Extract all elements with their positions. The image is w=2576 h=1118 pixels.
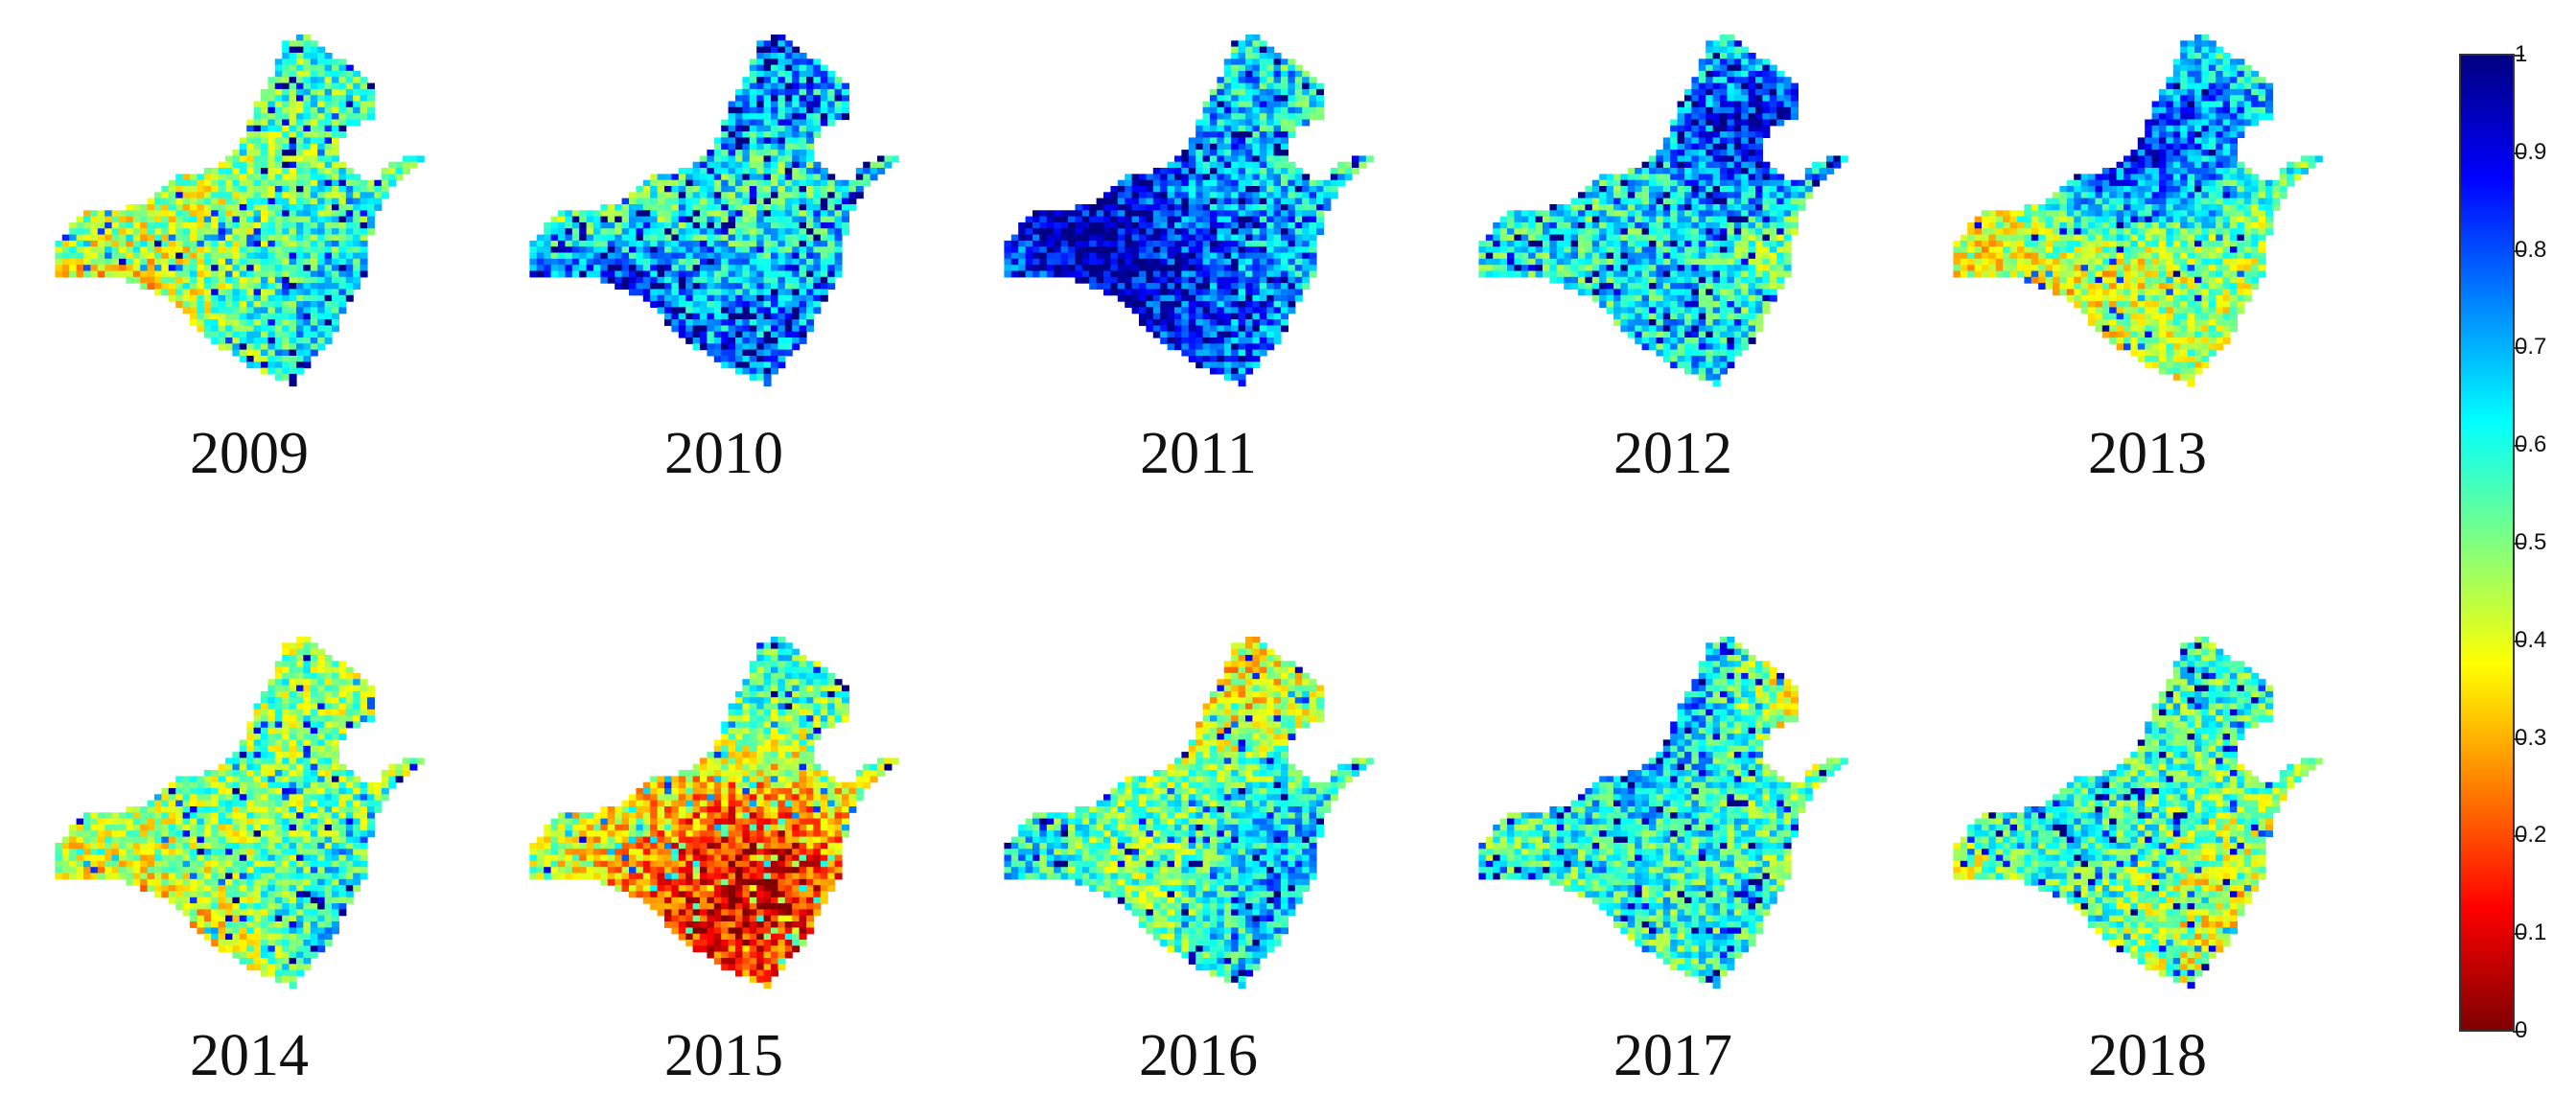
raster-cells (1004, 637, 1374, 990)
region-raster-map (1953, 35, 2323, 387)
map-panel-2016: 2016 (997, 631, 1400, 1088)
region-raster-map (1478, 35, 1848, 387)
colorbar-tick (2513, 151, 2524, 154)
raster-cells (1004, 35, 1374, 387)
region-raster-map (55, 35, 425, 387)
year-label: 2011 (1140, 421, 1257, 486)
colorbar-tick-label: 0.1 (2515, 920, 2547, 946)
colorbar-tick-label: 0 (2515, 1017, 2528, 1043)
year-label: 2014 (190, 1023, 309, 1088)
region-raster-map (1004, 637, 1374, 990)
region-raster-map (55, 637, 425, 990)
region-raster-map (529, 35, 899, 387)
map-panel-2017: 2017 (1472, 631, 1874, 1088)
region-raster-map (1004, 35, 1374, 387)
map-panel-2018: 2018 (1946, 631, 2349, 1088)
colorbar-tick-label: 0.6 (2515, 431, 2547, 458)
year-label: 2016 (1139, 1023, 1258, 1088)
map-panel-2009: 2009 (48, 29, 451, 486)
raster-cells (529, 35, 899, 387)
map-panel-2012: 2012 (1472, 29, 1874, 486)
map-panel-2014: 2014 (48, 631, 451, 1088)
year-label: 2013 (2088, 421, 2207, 486)
year-label: 2018 (2088, 1023, 2207, 1088)
raster-cells (1953, 35, 2323, 387)
colorbar-tick (2513, 445, 2524, 448)
colorbar: 1 0.9 0.8 0.7 0.6 0.5 0.4 0.3 0.2 0.1 0 (2459, 43, 2559, 1042)
colorbar-tick (2513, 543, 2524, 545)
region-raster-map (1478, 637, 1848, 990)
colorbar-tick-label: 1 (2515, 41, 2528, 67)
colorbar-tick (2513, 835, 2524, 838)
year-label: 2015 (664, 1023, 783, 1088)
year-label: 2010 (664, 421, 783, 486)
raster-cells (1478, 35, 1848, 387)
raster-cells (529, 637, 899, 990)
year-label: 2012 (1613, 421, 1732, 486)
map-panel-2011: 2011 (997, 29, 1400, 486)
map-panel-2015: 2015 (522, 631, 925, 1088)
colorbar-tick (2513, 1031, 2524, 1033)
raster-cells (55, 35, 425, 387)
colorbar-tick-label: 0.9 (2515, 138, 2547, 165)
raster-cells (1953, 637, 2323, 990)
raster-cells (55, 637, 425, 990)
year-label: 2009 (190, 421, 309, 486)
raster-cells (1478, 637, 1848, 990)
colorbar-tick (2513, 347, 2524, 350)
colorbar-tick-label: 0.4 (2515, 626, 2547, 653)
colorbar-tick-label: 0.2 (2515, 822, 2547, 849)
region-raster-map (529, 637, 899, 990)
colorbar-tick (2513, 55, 2524, 57)
colorbar-tick-label: 0.8 (2515, 236, 2547, 263)
colorbar-tick-label: 0.3 (2515, 724, 2547, 751)
colorbar-tick (2513, 640, 2524, 642)
colorbar-tick-label: 0.5 (2515, 529, 2547, 555)
region-raster-map (1953, 637, 2323, 990)
map-panel-2010: 2010 (522, 29, 925, 486)
colorbar-gradient (2459, 54, 2515, 1032)
year-label: 2017 (1613, 1023, 1732, 1088)
map-panel-2013: 2013 (1946, 29, 2349, 486)
colorbar-tick-label: 0.7 (2515, 334, 2547, 361)
colorbar-tick (2513, 737, 2524, 740)
colorbar-tick (2513, 933, 2524, 936)
colorbar-tick (2513, 249, 2524, 252)
